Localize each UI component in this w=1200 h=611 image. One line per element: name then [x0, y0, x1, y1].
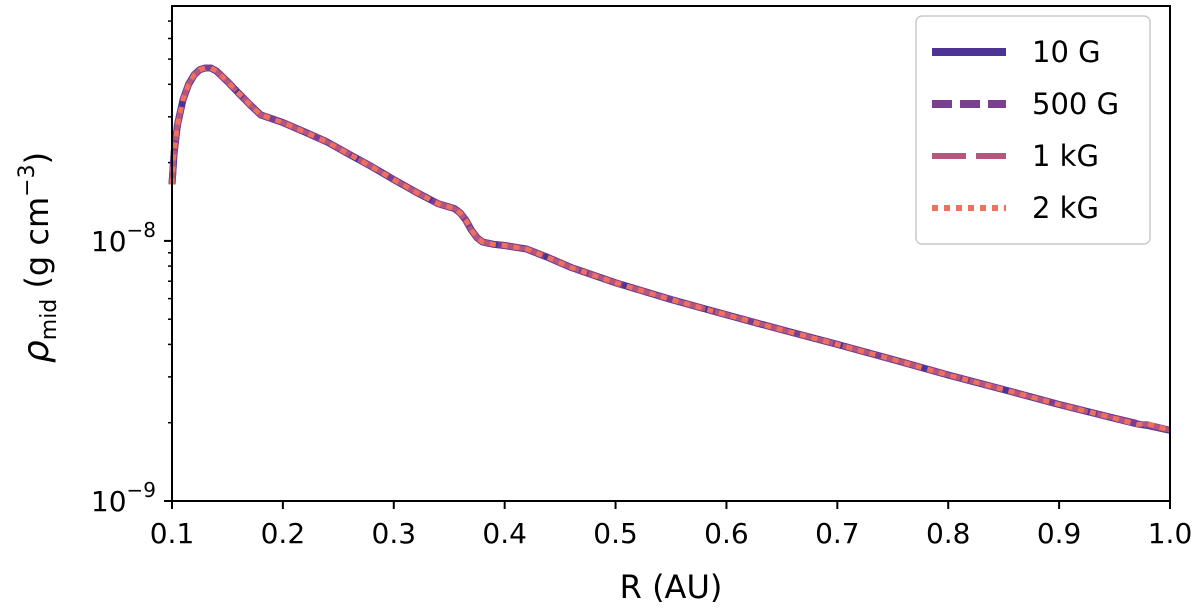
y-axis-label-exponent: −3: [15, 164, 40, 196]
y-tick-label-exponent: −8: [127, 218, 156, 242]
x-axis-label: R (AU): [620, 568, 723, 606]
y-axis-label-subscript: mid: [37, 299, 62, 341]
x-tick-label: 0.2: [261, 517, 306, 550]
y-tick-label-base: 10: [91, 225, 127, 258]
legend-label-2: 500 G: [1032, 87, 1119, 121]
legend-label-1: 10 G: [1032, 35, 1101, 69]
y-axis-label: ρmid (g cm−3): [15, 152, 62, 363]
x-tick-label: 0.8: [926, 517, 971, 550]
y-tick-label: 10−9: [91, 478, 156, 518]
x-tick-label: 0.4: [482, 517, 527, 550]
x-tick-label: 0.9: [1037, 517, 1082, 550]
legend: 10 G 500 G 1 kG 2 kG: [915, 15, 1151, 245]
plot-frame: [171, 5, 1171, 502]
series-line-3: [169, 65, 1171, 433]
y-axis-label-close: ): [18, 152, 56, 164]
y-axis-ticks: 10−910−8: [91, 20, 172, 518]
y-tick-label-exponent: −9: [127, 478, 156, 502]
x-tick-label: 0.1: [150, 517, 195, 550]
series-layer: [168, 64, 1171, 434]
y-tick-label-base: 10: [91, 485, 127, 518]
legend-label-3: 1 kG: [1032, 139, 1099, 173]
legend-label-4: 2 kG: [1032, 191, 1099, 225]
y-axis-label-units: (g cm: [18, 197, 56, 299]
x-tick-label: 0.5: [593, 517, 638, 550]
x-tick-label: 0.7: [815, 517, 860, 550]
x-tick-label: 0.6: [704, 517, 749, 550]
x-tick-label: 0.3: [372, 517, 417, 550]
legend-frame: [915, 15, 1151, 245]
x-tick-label: 1.0: [1148, 517, 1193, 550]
y-axis-label-symbol: ρ: [16, 340, 57, 363]
y-tick-label: 10−8: [91, 218, 156, 258]
x-axis-ticks: 0.1 0.2 0.3 0.4 0.5 0.6 0.7 0.8 0.9 1.0: [150, 501, 1193, 550]
